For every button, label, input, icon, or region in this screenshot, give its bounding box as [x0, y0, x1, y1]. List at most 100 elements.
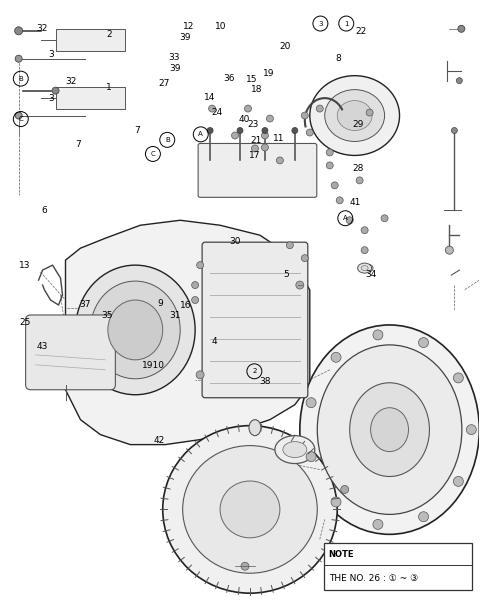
Circle shape [336, 197, 343, 204]
Text: 5: 5 [283, 270, 289, 279]
Text: 3: 3 [318, 20, 323, 26]
Text: 13: 13 [19, 261, 30, 270]
Bar [324, 543, 472, 590]
Text: 39: 39 [179, 33, 191, 42]
Circle shape [361, 227, 368, 234]
Text: 16: 16 [180, 301, 192, 309]
Circle shape [419, 511, 429, 522]
Circle shape [373, 519, 383, 529]
Circle shape [326, 149, 333, 156]
Ellipse shape [300, 325, 480, 534]
Circle shape [301, 112, 308, 119]
Ellipse shape [249, 420, 261, 435]
Circle shape [306, 398, 316, 408]
Circle shape [207, 128, 213, 133]
Text: 37: 37 [80, 300, 91, 309]
Text: 9: 9 [157, 299, 163, 308]
Text: 20: 20 [279, 42, 290, 51]
Bar [56, 87, 125, 109]
Text: 19: 19 [263, 69, 275, 77]
Text: 1910: 1910 [142, 360, 165, 370]
Ellipse shape [310, 76, 399, 155]
Circle shape [266, 115, 274, 122]
Ellipse shape [90, 281, 180, 379]
Circle shape [381, 215, 388, 222]
Circle shape [262, 128, 268, 133]
Ellipse shape [325, 90, 384, 141]
Text: 40: 40 [239, 115, 251, 124]
Circle shape [197, 262, 204, 268]
Text: B: B [18, 76, 23, 82]
Text: A: A [343, 216, 348, 221]
Ellipse shape [350, 383, 430, 476]
FancyBboxPatch shape [202, 242, 308, 398]
Ellipse shape [108, 300, 163, 360]
Text: 43: 43 [36, 342, 48, 351]
Ellipse shape [337, 101, 372, 131]
Text: 36: 36 [224, 74, 235, 82]
Circle shape [366, 265, 373, 271]
Text: 32: 32 [65, 77, 77, 86]
Ellipse shape [361, 266, 368, 271]
Text: 35: 35 [101, 311, 113, 320]
Ellipse shape [358, 263, 372, 273]
Text: THE NO. 26 : ① ~ ③: THE NO. 26 : ① ~ ③ [329, 573, 418, 583]
Text: 3: 3 [48, 50, 54, 60]
Circle shape [52, 87, 59, 94]
Circle shape [456, 77, 462, 84]
Text: 6: 6 [41, 206, 47, 215]
Text: 10: 10 [215, 22, 227, 31]
Circle shape [292, 128, 298, 133]
Text: B: B [165, 137, 169, 143]
Circle shape [192, 297, 199, 303]
Text: 1: 1 [106, 84, 112, 92]
PathPatch shape [65, 220, 310, 445]
Text: 17: 17 [249, 150, 260, 160]
Circle shape [361, 247, 368, 254]
Circle shape [231, 132, 239, 139]
Circle shape [262, 144, 268, 151]
Text: 33: 33 [168, 53, 180, 62]
Text: 2: 2 [252, 368, 256, 375]
Text: 24: 24 [211, 109, 223, 117]
Circle shape [192, 282, 199, 289]
Circle shape [306, 452, 316, 462]
Text: 42: 42 [154, 436, 165, 445]
Circle shape [451, 128, 457, 133]
Text: 29: 29 [352, 120, 364, 129]
Circle shape [419, 338, 429, 348]
Circle shape [276, 157, 283, 164]
Ellipse shape [317, 345, 462, 515]
Ellipse shape [275, 435, 315, 464]
Text: 2: 2 [106, 30, 112, 39]
Circle shape [346, 217, 353, 223]
Circle shape [15, 55, 22, 62]
Text: 22: 22 [355, 27, 366, 36]
Text: 7: 7 [75, 140, 81, 149]
Text: 32: 32 [36, 24, 48, 33]
Text: A: A [198, 131, 203, 138]
Circle shape [331, 497, 341, 507]
Text: 31: 31 [169, 311, 181, 320]
Circle shape [306, 129, 313, 136]
Text: NOTE: NOTE [329, 550, 354, 559]
Text: 12: 12 [182, 22, 194, 31]
Circle shape [237, 128, 243, 133]
Circle shape [454, 373, 463, 383]
Text: 27: 27 [158, 79, 170, 88]
Ellipse shape [371, 408, 408, 451]
Circle shape [252, 145, 258, 152]
Circle shape [301, 255, 308, 262]
Circle shape [467, 425, 476, 435]
Text: 18: 18 [251, 85, 262, 93]
Text: 4: 4 [211, 338, 217, 346]
Text: 38: 38 [259, 377, 271, 386]
Text: 25: 25 [19, 318, 30, 327]
Circle shape [331, 182, 338, 189]
Text: C: C [18, 116, 23, 122]
Text: 8: 8 [336, 54, 341, 63]
Bar [56, 29, 125, 51]
Text: C: C [151, 151, 155, 157]
Circle shape [244, 105, 252, 112]
Text: 41: 41 [349, 198, 360, 208]
